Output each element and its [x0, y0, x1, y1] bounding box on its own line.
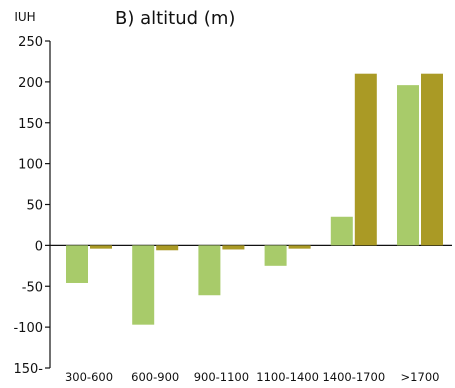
x-category-label: 600-900	[131, 370, 179, 384]
bar-series-1-3	[264, 245, 287, 266]
y-tick-label: 0	[35, 239, 43, 254]
bar-series-2-5	[421, 73, 443, 246]
chart-title: B) altitud (m)	[115, 8, 235, 29]
y-tick-label: 200	[18, 76, 43, 91]
bar-series-1-5	[397, 85, 419, 246]
bars	[66, 73, 443, 325]
x-category-label: 900-1100	[194, 370, 249, 384]
bar-series-1-0	[66, 245, 88, 283]
x-category-label: 1400-1700	[322, 370, 385, 384]
bar-series-2-2	[222, 245, 245, 250]
y-tick-label: -100	[13, 321, 43, 336]
x-category-label: 300-600	[65, 370, 113, 384]
y-tick-label: 50	[26, 199, 43, 214]
x-category-label: >1700	[401, 370, 440, 384]
y-axis-unit-label: IUH	[14, 10, 35, 24]
y-tick-label: 150-	[13, 362, 43, 377]
bar-series-2-3	[288, 245, 311, 249]
bar-series-1-2	[198, 245, 221, 296]
bar-series-1-4	[330, 216, 353, 246]
y-tick-label: 150	[18, 117, 43, 132]
x-axis-category-labels: 300-600 600-900 900-1100 1100-1400 1400-1700…	[65, 370, 439, 384]
x-category-label: 1100-1400	[256, 370, 319, 384]
bar-series-1-1	[132, 245, 155, 325]
bar-series-2-4	[354, 73, 377, 246]
y-tick-label: 250	[18, 35, 43, 50]
y-tick-label: -50	[22, 280, 43, 295]
bar-series-2-1	[156, 245, 179, 251]
y-axis-ticks: 250 200 150 100 50 0 -50 -100 150-	[13, 35, 50, 377]
y-tick-label: 100	[18, 158, 43, 173]
bar-series-2-0	[90, 245, 112, 249]
